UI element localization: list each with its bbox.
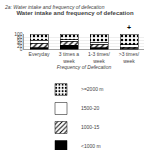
svg-text:3 times aweek: 3 times aweek bbox=[59, 51, 80, 64]
svg-text:1000-15: 1000-15 bbox=[81, 124, 100, 130]
svg-text:60: 60 bbox=[17, 37, 23, 43]
svg-text:2a: Water intake and frequency: 2a: Water intake and frequency of defeca… bbox=[4, 4, 105, 10]
svg-text:Frequency of Defecation: Frequency of Defecation bbox=[57, 64, 112, 70]
svg-text:1500-20: 1500-20 bbox=[81, 105, 100, 111]
svg-text:>=2000 m: >=2000 m bbox=[81, 86, 104, 92]
svg-text:Everyday: Everyday bbox=[29, 51, 50, 57]
svg-text:Water intake and frequency of: Water intake and frequency of defecation bbox=[16, 10, 133, 16]
svg-text:>3 times/week: >3 times/week bbox=[119, 51, 140, 64]
svg-text:+: + bbox=[127, 24, 131, 31]
svg-text:20: 20 bbox=[17, 43, 23, 49]
svg-text:0: 0 bbox=[20, 46, 23, 52]
svg-text:40: 40 bbox=[17, 40, 23, 46]
svg-text:100: 100 bbox=[14, 31, 23, 37]
svg-text:<1000 m: <1000 m bbox=[81, 143, 101, 149]
svg-text:80: 80 bbox=[17, 34, 23, 40]
svg-text:1-3 times/week: 1-3 times/week bbox=[88, 51, 111, 64]
